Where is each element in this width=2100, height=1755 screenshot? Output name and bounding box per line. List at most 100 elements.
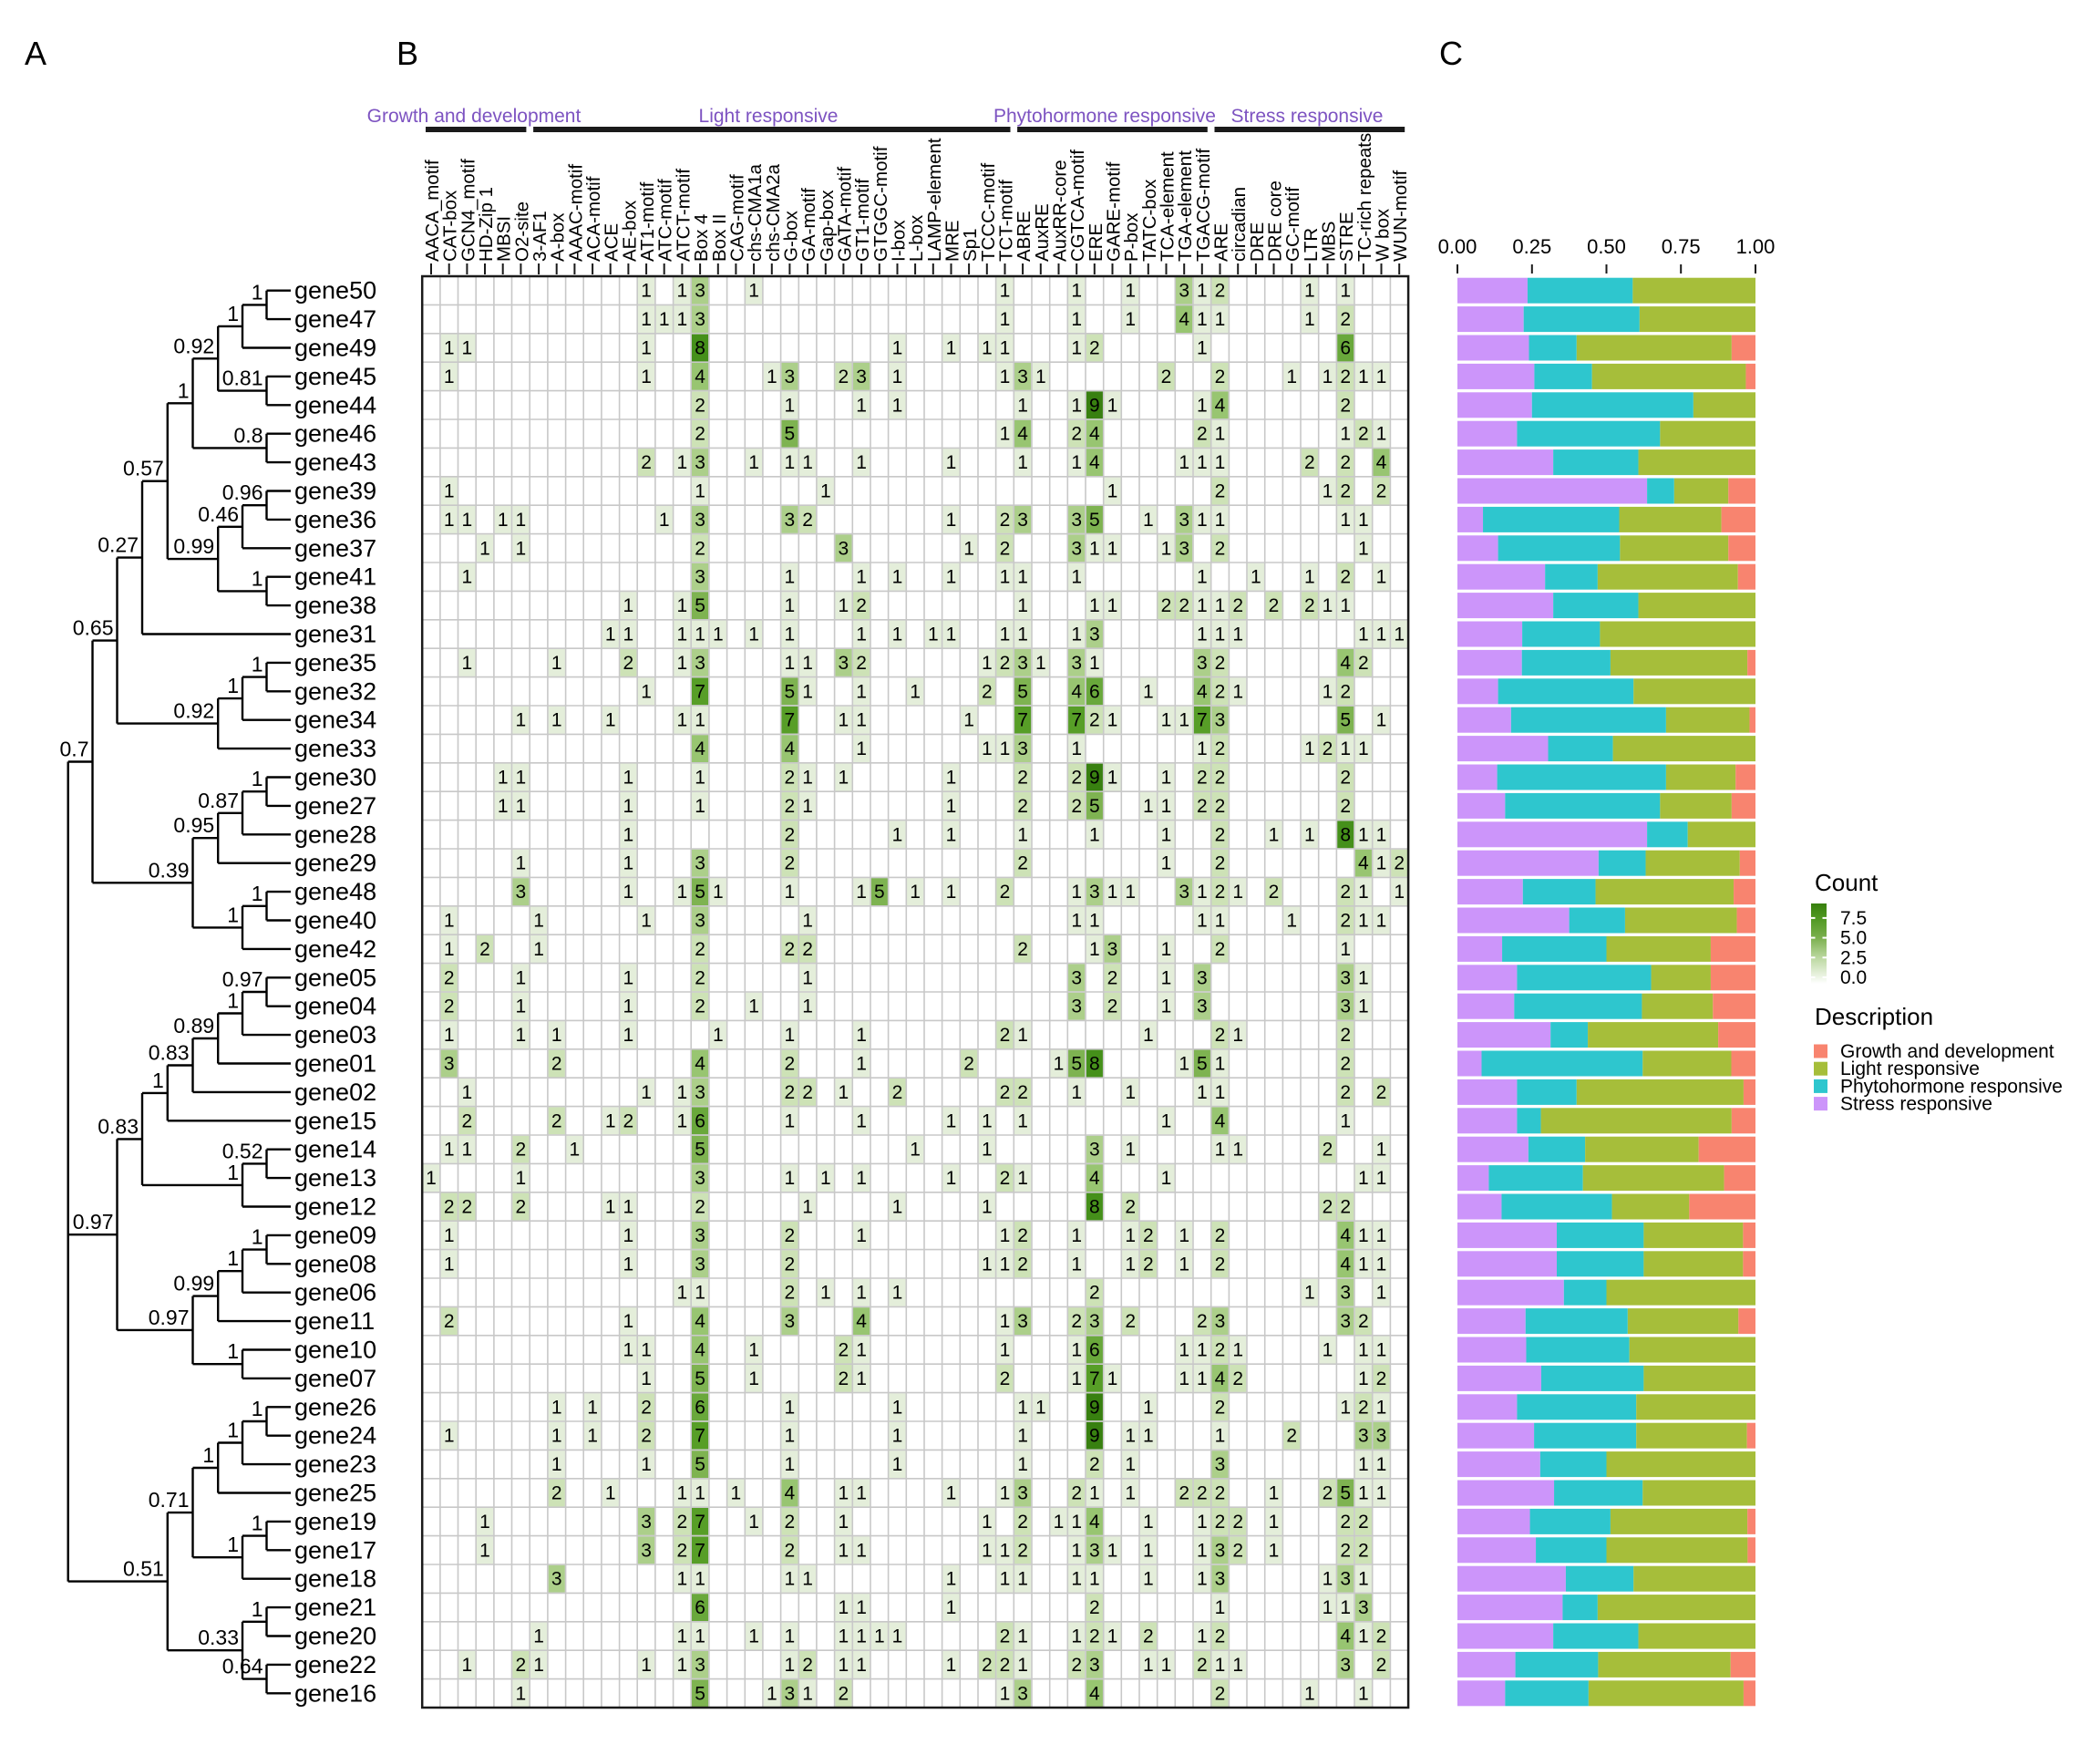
svg-text:CAG-motif: CAG-motif [726, 174, 747, 262]
svg-text:2: 2 [1358, 424, 1369, 445]
svg-text:5: 5 [785, 424, 796, 445]
svg-text:2: 2 [695, 939, 705, 960]
svg-text:1: 1 [1035, 1397, 1046, 1418]
svg-text:1: 1 [1143, 1540, 1154, 1561]
svg-text:3: 3 [1376, 1426, 1387, 1447]
svg-text:3: 3 [1215, 1569, 1226, 1590]
svg-text:1: 1 [767, 1683, 777, 1704]
svg-text:2: 2 [623, 1110, 634, 1131]
svg-text:1: 1 [677, 1655, 688, 1676]
svg-text:ABRE: ABRE [1014, 211, 1035, 262]
svg-text:4: 4 [695, 1340, 705, 1361]
svg-text:1: 1 [1000, 281, 1011, 302]
svg-text:gene18: gene18 [294, 1565, 376, 1593]
svg-text:0.89: 0.89 [173, 1014, 214, 1038]
svg-text:3: 3 [444, 1054, 455, 1075]
svg-text:1: 1 [227, 1246, 239, 1270]
svg-text:1: 1 [1358, 510, 1369, 531]
svg-text:3: 3 [1089, 1655, 1100, 1676]
svg-text:1: 1 [946, 824, 957, 845]
svg-text:2: 2 [1017, 1082, 1028, 1103]
svg-text:1: 1 [785, 1626, 796, 1647]
svg-text:1: 1 [1071, 911, 1082, 932]
svg-text:1: 1 [1143, 1512, 1154, 1533]
svg-text:1: 1 [152, 1068, 164, 1092]
svg-text:2: 2 [1340, 681, 1351, 702]
svg-text:2: 2 [1071, 1655, 1082, 1676]
svg-text:1: 1 [892, 1454, 903, 1475]
svg-text:4: 4 [1179, 309, 1189, 330]
svg-text:3: 3 [1215, 1540, 1226, 1561]
svg-text:2: 2 [1358, 1397, 1369, 1418]
svg-text:3: 3 [1358, 1597, 1369, 1618]
svg-text:1: 1 [444, 911, 455, 932]
svg-text:1: 1 [1197, 1082, 1208, 1103]
svg-text:gene31: gene31 [294, 621, 376, 648]
svg-text:2: 2 [785, 768, 796, 789]
svg-text:1: 1 [444, 1426, 455, 1447]
svg-text:W box: W box [1373, 208, 1394, 262]
svg-text:1: 1 [695, 710, 705, 731]
svg-text:1: 1 [1000, 309, 1011, 330]
svg-text:1: 1 [785, 1426, 796, 1447]
svg-text:1: 1 [802, 911, 813, 932]
svg-text:1: 1 [479, 538, 490, 559]
svg-text:1: 1 [479, 1512, 490, 1533]
svg-text:4: 4 [695, 738, 705, 759]
svg-text:Light responsive: Light responsive [1840, 1058, 1980, 1079]
svg-text:1: 1 [856, 1483, 867, 1504]
svg-text:1: 1 [785, 1168, 796, 1189]
svg-text:1: 1 [928, 625, 939, 645]
svg-text:1: 1 [802, 1197, 813, 1218]
svg-text:2: 2 [1340, 1512, 1351, 1533]
svg-text:gene37: gene37 [294, 534, 376, 562]
svg-text:1: 1 [713, 625, 724, 645]
svg-text:2: 2 [677, 1512, 688, 1533]
svg-text:1: 1 [1089, 824, 1100, 845]
svg-text:B: B [396, 35, 418, 72]
svg-text:1: 1 [1143, 1569, 1154, 1590]
svg-text:2: 2 [695, 1197, 705, 1218]
svg-text:1: 1 [1179, 1225, 1189, 1246]
svg-text:1: 1 [1000, 1540, 1011, 1561]
svg-text:1: 1 [1161, 768, 1172, 789]
svg-text:1: 1 [785, 1025, 796, 1046]
svg-text:CAT-box: CAT-box [440, 190, 461, 262]
svg-text:1: 1 [1376, 824, 1387, 845]
svg-text:1: 1 [516, 796, 527, 817]
svg-text:2: 2 [1215, 366, 1226, 387]
svg-text:2: 2 [1340, 1082, 1351, 1103]
svg-text:0.46: 0.46 [198, 502, 239, 526]
svg-text:2: 2 [1232, 1540, 1243, 1561]
svg-text:1: 1 [856, 625, 867, 645]
svg-text:LTR: LTR [1301, 228, 1322, 262]
svg-text:2: 2 [516, 1140, 527, 1161]
svg-text:0.75: 0.75 [1662, 235, 1701, 258]
svg-text:1: 1 [1179, 1368, 1189, 1389]
svg-text:2: 2 [1017, 853, 1028, 874]
svg-text:1: 1 [1071, 882, 1082, 903]
svg-text:1: 1 [1358, 1626, 1369, 1647]
svg-text:1: 1 [1286, 366, 1297, 387]
svg-text:1: 1 [1358, 911, 1369, 932]
svg-text:2: 2 [982, 1655, 993, 1676]
svg-text:4: 4 [785, 1483, 796, 1504]
svg-text:1: 1 [677, 1483, 688, 1504]
svg-text:1: 1 [1197, 1512, 1208, 1533]
svg-text:GT1-motif: GT1-motif [852, 179, 873, 262]
svg-text:1: 1 [1358, 1483, 1369, 1504]
svg-text:1: 1 [444, 1254, 455, 1275]
svg-text:2: 2 [444, 967, 455, 988]
svg-text:1: 1 [462, 1082, 473, 1103]
svg-text:gene11: gene11 [294, 1307, 375, 1335]
svg-text:1: 1 [677, 710, 688, 731]
svg-text:2: 2 [856, 595, 867, 616]
svg-text:1: 1 [1125, 1426, 1136, 1447]
svg-text:2: 2 [444, 1311, 455, 1332]
svg-text:1: 1 [1125, 1140, 1136, 1161]
svg-text:1: 1 [1125, 1225, 1136, 1246]
svg-text:3: 3 [1071, 996, 1082, 1017]
svg-text:1: 1 [1161, 967, 1172, 988]
svg-text:1: 1 [516, 967, 527, 988]
svg-text:4: 4 [785, 738, 796, 759]
